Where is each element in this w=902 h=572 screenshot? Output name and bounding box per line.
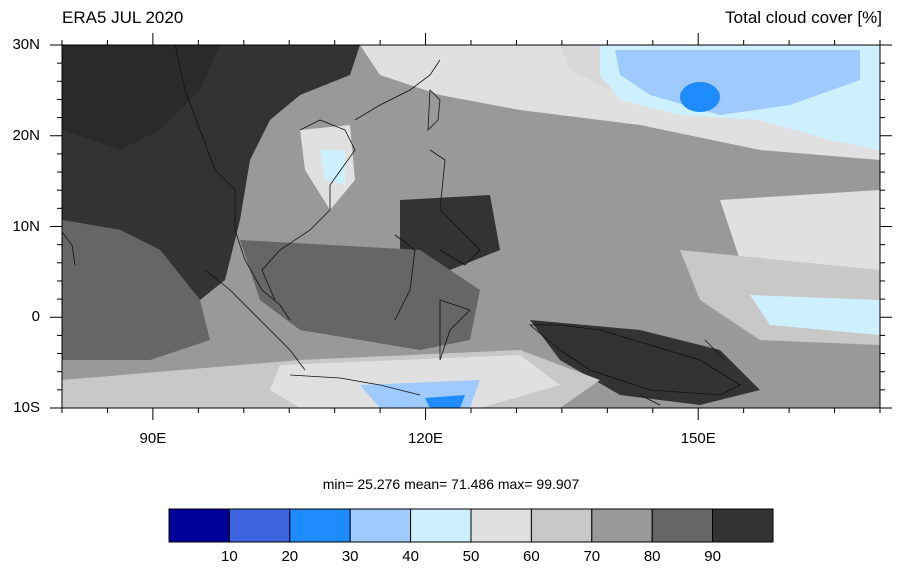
lon-label: 150E xyxy=(680,430,716,447)
colorbar-label: 10 xyxy=(221,548,238,565)
colorbar-box xyxy=(530,508,593,543)
colorbar-box xyxy=(289,508,351,543)
field-maritime xyxy=(240,240,480,350)
colorbar xyxy=(168,508,774,543)
colorbar-box xyxy=(168,508,230,543)
field-east-clear xyxy=(750,295,880,335)
colorbar-label: 90 xyxy=(704,548,721,565)
colorbar-label: 70 xyxy=(583,548,601,565)
map-title: ERA5 JUL 2020 xyxy=(62,8,184,27)
lat-label: 0 xyxy=(31,308,40,326)
field-indian-ocean xyxy=(62,220,210,360)
field-scs-clear xyxy=(320,150,345,185)
variable-title: Total cloud cover [%] xyxy=(725,8,882,27)
coastlines xyxy=(62,45,741,406)
field-south-blue-dark xyxy=(425,395,465,408)
colorbar-label: 30 xyxy=(341,548,359,565)
colorbar-box xyxy=(349,508,412,543)
colorbar-box xyxy=(591,508,653,543)
colorbar-box xyxy=(410,508,472,543)
field-statistics: min= 25.276 mean= 71.486 max= 99.907 xyxy=(322,476,580,492)
colorbar-label: 20 xyxy=(281,548,299,565)
cloud-cover-map xyxy=(50,33,892,420)
colorbar-label: 50 xyxy=(462,548,480,565)
map-field xyxy=(62,45,880,408)
colorbar-box xyxy=(470,508,532,543)
colorbar-label: 40 xyxy=(402,548,419,565)
lat-label: 30N xyxy=(12,36,40,53)
axis-ticks xyxy=(50,33,892,420)
field-new-guinea xyxy=(530,320,760,405)
field-patch-30-40 xyxy=(615,50,860,115)
field-philippines xyxy=(400,195,500,270)
lat-label: 10N xyxy=(12,217,40,235)
colorbar-box xyxy=(712,508,774,543)
colorbar-label: 80 xyxy=(643,548,661,565)
field-patch-20-30 xyxy=(680,82,720,112)
lon-label: 90E xyxy=(139,430,167,447)
lat-label: 10S xyxy=(13,399,40,416)
lon-label: 120E xyxy=(408,430,444,447)
lat-label: 20N xyxy=(12,126,40,144)
colorbar-box xyxy=(228,508,291,543)
colorbar-label: 60 xyxy=(523,548,540,565)
field-south-lighter xyxy=(270,355,560,408)
colorbar-box xyxy=(651,508,714,543)
